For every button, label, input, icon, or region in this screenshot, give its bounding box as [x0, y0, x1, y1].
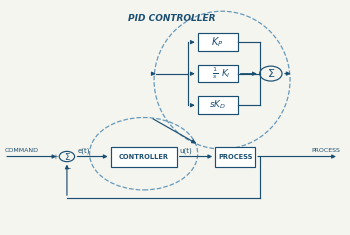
Text: COMMAND: COMMAND — [4, 148, 38, 153]
FancyBboxPatch shape — [111, 147, 177, 167]
Text: $\Sigma$: $\Sigma$ — [63, 151, 70, 162]
Text: CONTROLLER: CONTROLLER — [119, 154, 169, 160]
Text: $\frac{1}{s}$: $\frac{1}{s}$ — [212, 66, 218, 81]
Text: u(t): u(t) — [180, 147, 192, 154]
Text: e(t): e(t) — [77, 147, 90, 154]
Text: $K_I$: $K_I$ — [220, 67, 230, 80]
Text: +: + — [52, 153, 58, 160]
Text: PROCESS: PROCESS — [312, 148, 341, 153]
Text: PROCESS: PROCESS — [218, 154, 252, 160]
Text: −: − — [64, 164, 70, 173]
Text: $K_P$: $K_P$ — [211, 35, 224, 49]
FancyBboxPatch shape — [198, 65, 238, 82]
Text: $sK_D$: $sK_D$ — [209, 99, 226, 111]
Text: PID CONTROLLER: PID CONTROLLER — [128, 14, 216, 23]
FancyBboxPatch shape — [198, 33, 238, 51]
FancyBboxPatch shape — [198, 97, 238, 114]
FancyBboxPatch shape — [215, 147, 255, 167]
Text: $\Sigma$: $\Sigma$ — [267, 67, 275, 79]
